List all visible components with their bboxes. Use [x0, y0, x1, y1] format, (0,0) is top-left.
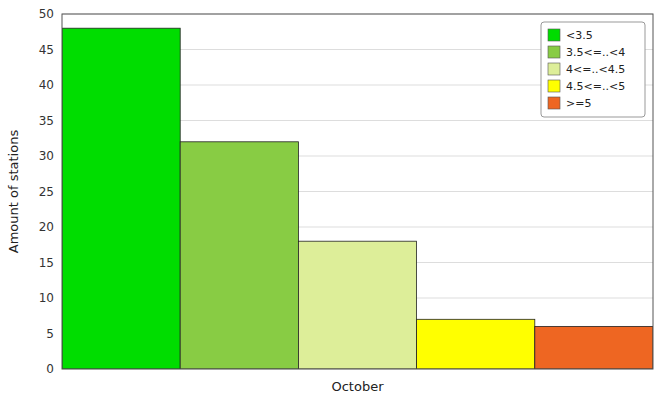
- y-axis-label: Amount of stations: [6, 130, 21, 254]
- y-axis: 0 5 10 15 20 25 30 35 40 45 50: [39, 7, 54, 376]
- grid: [62, 14, 653, 369]
- legend-label: 4<=..<4.5: [566, 63, 625, 76]
- legend-swatch: [548, 80, 560, 92]
- y-tick-label: 10: [39, 291, 54, 305]
- bar: [62, 28, 180, 369]
- legend: <3.5 3.5<=..<4 4<=..<4.5 4.5<=..<5 >=5: [541, 22, 645, 117]
- legend-swatch: [548, 97, 560, 109]
- y-tick-label: 30: [39, 149, 54, 163]
- y-tick-label: 50: [39, 7, 54, 21]
- y-tick-label: 25: [39, 185, 54, 199]
- legend-label: 4.5<=..<5: [566, 80, 625, 93]
- legend-swatch: [548, 63, 560, 75]
- legend-swatch: [548, 46, 560, 58]
- y-tick-label: 5: [46, 327, 54, 341]
- y-tick-label: 40: [39, 78, 54, 92]
- y-tick-label: 20: [39, 220, 54, 234]
- chart-svg: 0 5 10 15 20 25 30 35 40 45 50 October Amount of sta…: [0, 0, 667, 415]
- bar: [535, 326, 653, 369]
- legend-box: [541, 22, 645, 117]
- y-tick-label: 35: [39, 114, 54, 128]
- bar: [298, 241, 416, 369]
- legend-label: >=5: [566, 97, 591, 110]
- bar: [180, 142, 298, 369]
- bar: [417, 319, 535, 369]
- y-tick-label: 0: [46, 362, 54, 376]
- x-tick-label: October: [331, 379, 384, 394]
- chart-container: 0 5 10 15 20 25 30 35 40 45 50 October Amount of sta…: [0, 0, 667, 415]
- legend-label: 3.5<=..<4: [566, 46, 625, 59]
- legend-label: <3.5: [566, 29, 593, 42]
- y-tick-label: 15: [39, 256, 54, 270]
- legend-swatch: [548, 29, 560, 41]
- plot-frame: [62, 14, 653, 369]
- y-tick-label: 45: [39, 43, 54, 57]
